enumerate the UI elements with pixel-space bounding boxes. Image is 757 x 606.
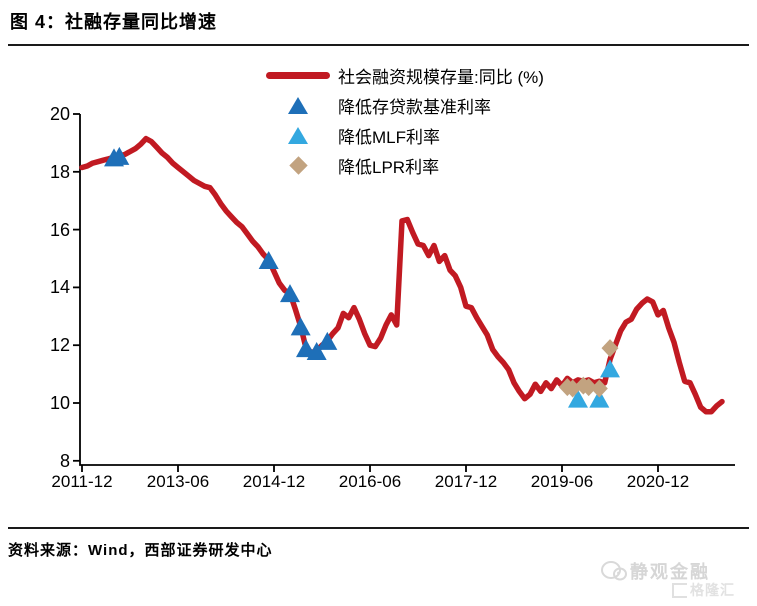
x-axis-tick-label: 2019-06: [530, 472, 594, 491]
lpr-rate-cut-marker: [601, 339, 619, 358]
x-axis-tick-label: 2013-06: [146, 472, 210, 491]
legend-label-lpr-cut: 降低LPR利率: [338, 157, 440, 177]
mlf-rate-cut-marker: [567, 389, 588, 408]
axes: [79, 114, 735, 466]
chart-legend: 社会融资规模存量:同比 (%) 降低存贷款基准利率 降低MLF利率 降低LPR利…: [262, 60, 544, 180]
bottom-divider: [8, 527, 749, 529]
y-axis-tick-label: 18: [49, 161, 70, 182]
top-divider: [8, 44, 749, 46]
legend-item-tsf-line: 社会融资规模存量:同比 (%): [262, 60, 544, 90]
x-axis-tick-label: 2017-12: [434, 472, 498, 491]
x-axis-tick-label: 2011-12: [51, 472, 113, 491]
watermark-brand-text: 静观金融: [630, 562, 710, 582]
data-source-note: 资料来源：Wind，西部证券研发中心: [8, 542, 273, 559]
y-axis-tick-label: 8: [59, 450, 70, 471]
y-axis-tick-label: 10: [49, 393, 70, 413]
benchmark-rate-cut-marker: [290, 317, 311, 336]
y-axis-tick-label: 16: [49, 219, 70, 240]
mlf-rate-cut-marker: [589, 389, 610, 408]
lpr-rate-cut-marker: [590, 379, 608, 398]
mlf-rate-cut-marker: [599, 359, 620, 378]
chart-canvas: [73, 113, 735, 472]
legend-item-mlf-cut: 降低MLF利率: [262, 120, 544, 150]
legend-item-lpr-cut: 降低LPR利率: [262, 150, 544, 180]
figure-title: 图 4：社融存量同比增速: [10, 12, 218, 32]
legend-label-benchmark-cut: 降低存贷款基准利率: [338, 97, 491, 117]
watermark-g-icon: [672, 582, 687, 598]
benchmark-rate-cut-marker: [279, 284, 300, 303]
legend-mlf-triangle-icon: [288, 126, 308, 144]
chart-area: 社会融资规模存量:同比 (%) 降低存贷款基准利率 降低MLF利率 降低LPR利…: [49, 60, 735, 491]
x-axis-tick-label: 2020-12: [626, 472, 690, 491]
y-axis-tick-label: 20: [49, 104, 70, 124]
x-axis-tick-label: 2014-12: [242, 472, 306, 491]
watermark-platform: 格隆汇: [672, 580, 735, 600]
y-axis-tick-label: 14: [49, 277, 70, 298]
watermark-logo-icon: [601, 561, 627, 581]
lpr-rate-cut-marker: [580, 378, 598, 397]
y-axis-tick-label: 12: [49, 335, 70, 356]
benchmark-rate-cut-marker: [258, 250, 279, 269]
benchmark-rate-cut-marker: [317, 331, 338, 350]
watermark-brand: 静观金融: [600, 558, 710, 584]
benchmark-rate-cut-marker: [306, 341, 327, 360]
legend-label-tsf-line: 社会融资规模存量:同比 (%): [338, 67, 544, 87]
benchmark-rate-cut-marker: [109, 146, 130, 165]
legend-benchmark-triangle-icon: [288, 96, 308, 114]
legend-line-swatch: [266, 71, 330, 79]
x-axis-tick-label: 2016-06: [338, 472, 402, 491]
legend-lpr-diamond-icon: [288, 155, 308, 175]
watermark-platform-text: 格隆汇: [690, 582, 735, 598]
legend-label-mlf-cut: 降低MLF利率: [338, 127, 440, 147]
legend-item-benchmark-cut: 降低存贷款基准利率: [262, 90, 544, 120]
